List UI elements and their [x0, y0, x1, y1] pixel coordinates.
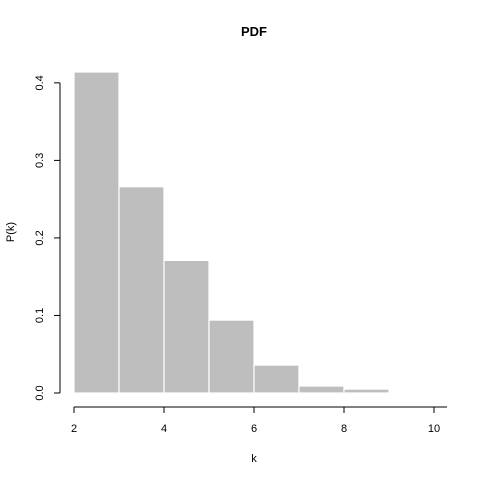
- histogram-bar-5: [253, 364, 300, 394]
- y-axis-label: P(k): [5, 222, 17, 242]
- x-axis-label: k: [251, 453, 257, 465]
- x-tick-label: 6: [251, 423, 257, 435]
- x-tick-label: 4: [161, 423, 167, 435]
- histogram-bar-7: [343, 388, 390, 394]
- x-tick-label: 10: [428, 423, 440, 435]
- x-axis: 2 4 6 8 10: [71, 406, 447, 435]
- x-tick-label: 2: [71, 423, 77, 435]
- bars-group: [73, 71, 390, 394]
- y-tick-label: 0.3: [34, 153, 46, 168]
- y-axis: 0.0 0.1 0.2 0.3 0.4: [34, 75, 61, 401]
- y-tick-label: 0.0: [34, 385, 46, 400]
- histogram-bar-3: [163, 259, 210, 394]
- histogram-bar-4: [208, 319, 255, 394]
- histogram-bar-2: [118, 186, 165, 394]
- y-tick-label: 0.4: [34, 75, 46, 90]
- y-tick-label: 0.2: [34, 230, 46, 245]
- y-tick-label: 0.1: [34, 308, 46, 323]
- x-tick-label: 8: [341, 423, 347, 435]
- chart-title: PDF: [241, 24, 267, 39]
- histogram-bar-6: [298, 385, 345, 394]
- histogram-bar-1: [73, 71, 120, 394]
